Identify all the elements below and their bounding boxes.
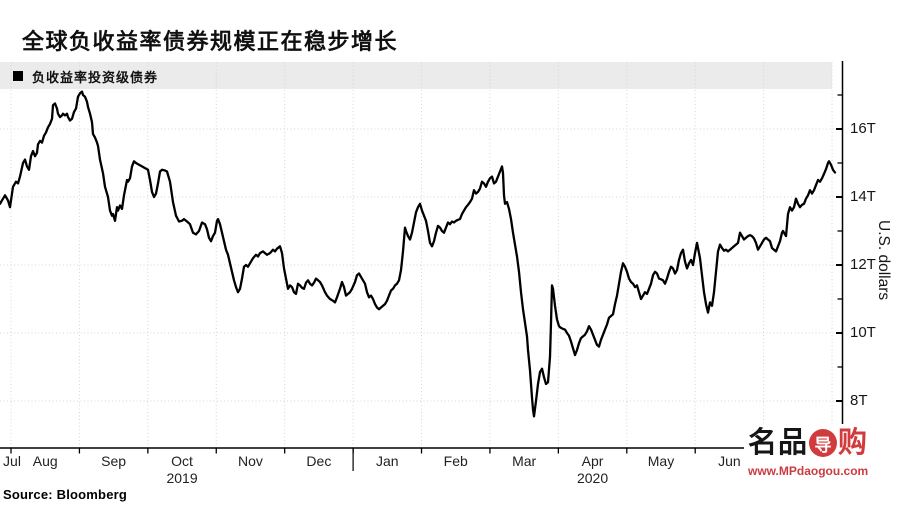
legend-marker-icon <box>13 71 23 81</box>
y-tick-label: 8T <box>850 392 868 409</box>
watermark[interactable]: 名品 导 购 www.MPdaogou.com <box>744 424 900 484</box>
x-month-label: Feb <box>443 453 468 469</box>
y-tick-label: 16T <box>850 120 876 137</box>
y-axis-title: U.S. dollars <box>875 219 892 301</box>
x-month-label: Apr <box>581 453 604 469</box>
x-month-label: May <box>647 453 675 469</box>
y-tick-label: 14T <box>850 188 876 205</box>
x-month-label: Jan <box>376 453 399 469</box>
x-month-label: Mar <box>512 453 537 469</box>
y-tick-label: 10T <box>850 324 876 341</box>
watermark-logo-black-text: 名品 <box>748 426 809 459</box>
x-month-label: Sep <box>101 453 127 469</box>
x-month-label: Dec <box>306 453 332 469</box>
y-tick-label: 12T <box>850 256 876 273</box>
watermark-url-link[interactable]: www.MPdaogou.com <box>748 464 869 478</box>
x-year-label: 2019 <box>166 470 198 486</box>
watermark-logo-red-text: 购 <box>838 426 868 459</box>
x-month-label: Jul <box>3 453 21 469</box>
watermark-logo: 名品 导 购 <box>748 426 867 460</box>
x-month-label: Nov <box>238 453 263 469</box>
x-month-label: Oct <box>171 453 193 469</box>
watermark-logo-circle-icon: 导 <box>809 429 838 457</box>
legend-band <box>0 62 832 89</box>
source-credit: Source: Bloomberg <box>3 487 128 502</box>
x-month-label: Jun <box>718 453 741 469</box>
series-line <box>0 90 837 418</box>
legend-label: 负收益率投资级债券 <box>32 69 159 85</box>
legend: 负收益率投资级债券 <box>13 67 158 85</box>
chart-title: 全球负收益率债券规模正在稳步增长 <box>22 29 399 54</box>
x-month-label: Aug <box>32 453 58 469</box>
x-year-label: 2020 <box>576 470 609 486</box>
